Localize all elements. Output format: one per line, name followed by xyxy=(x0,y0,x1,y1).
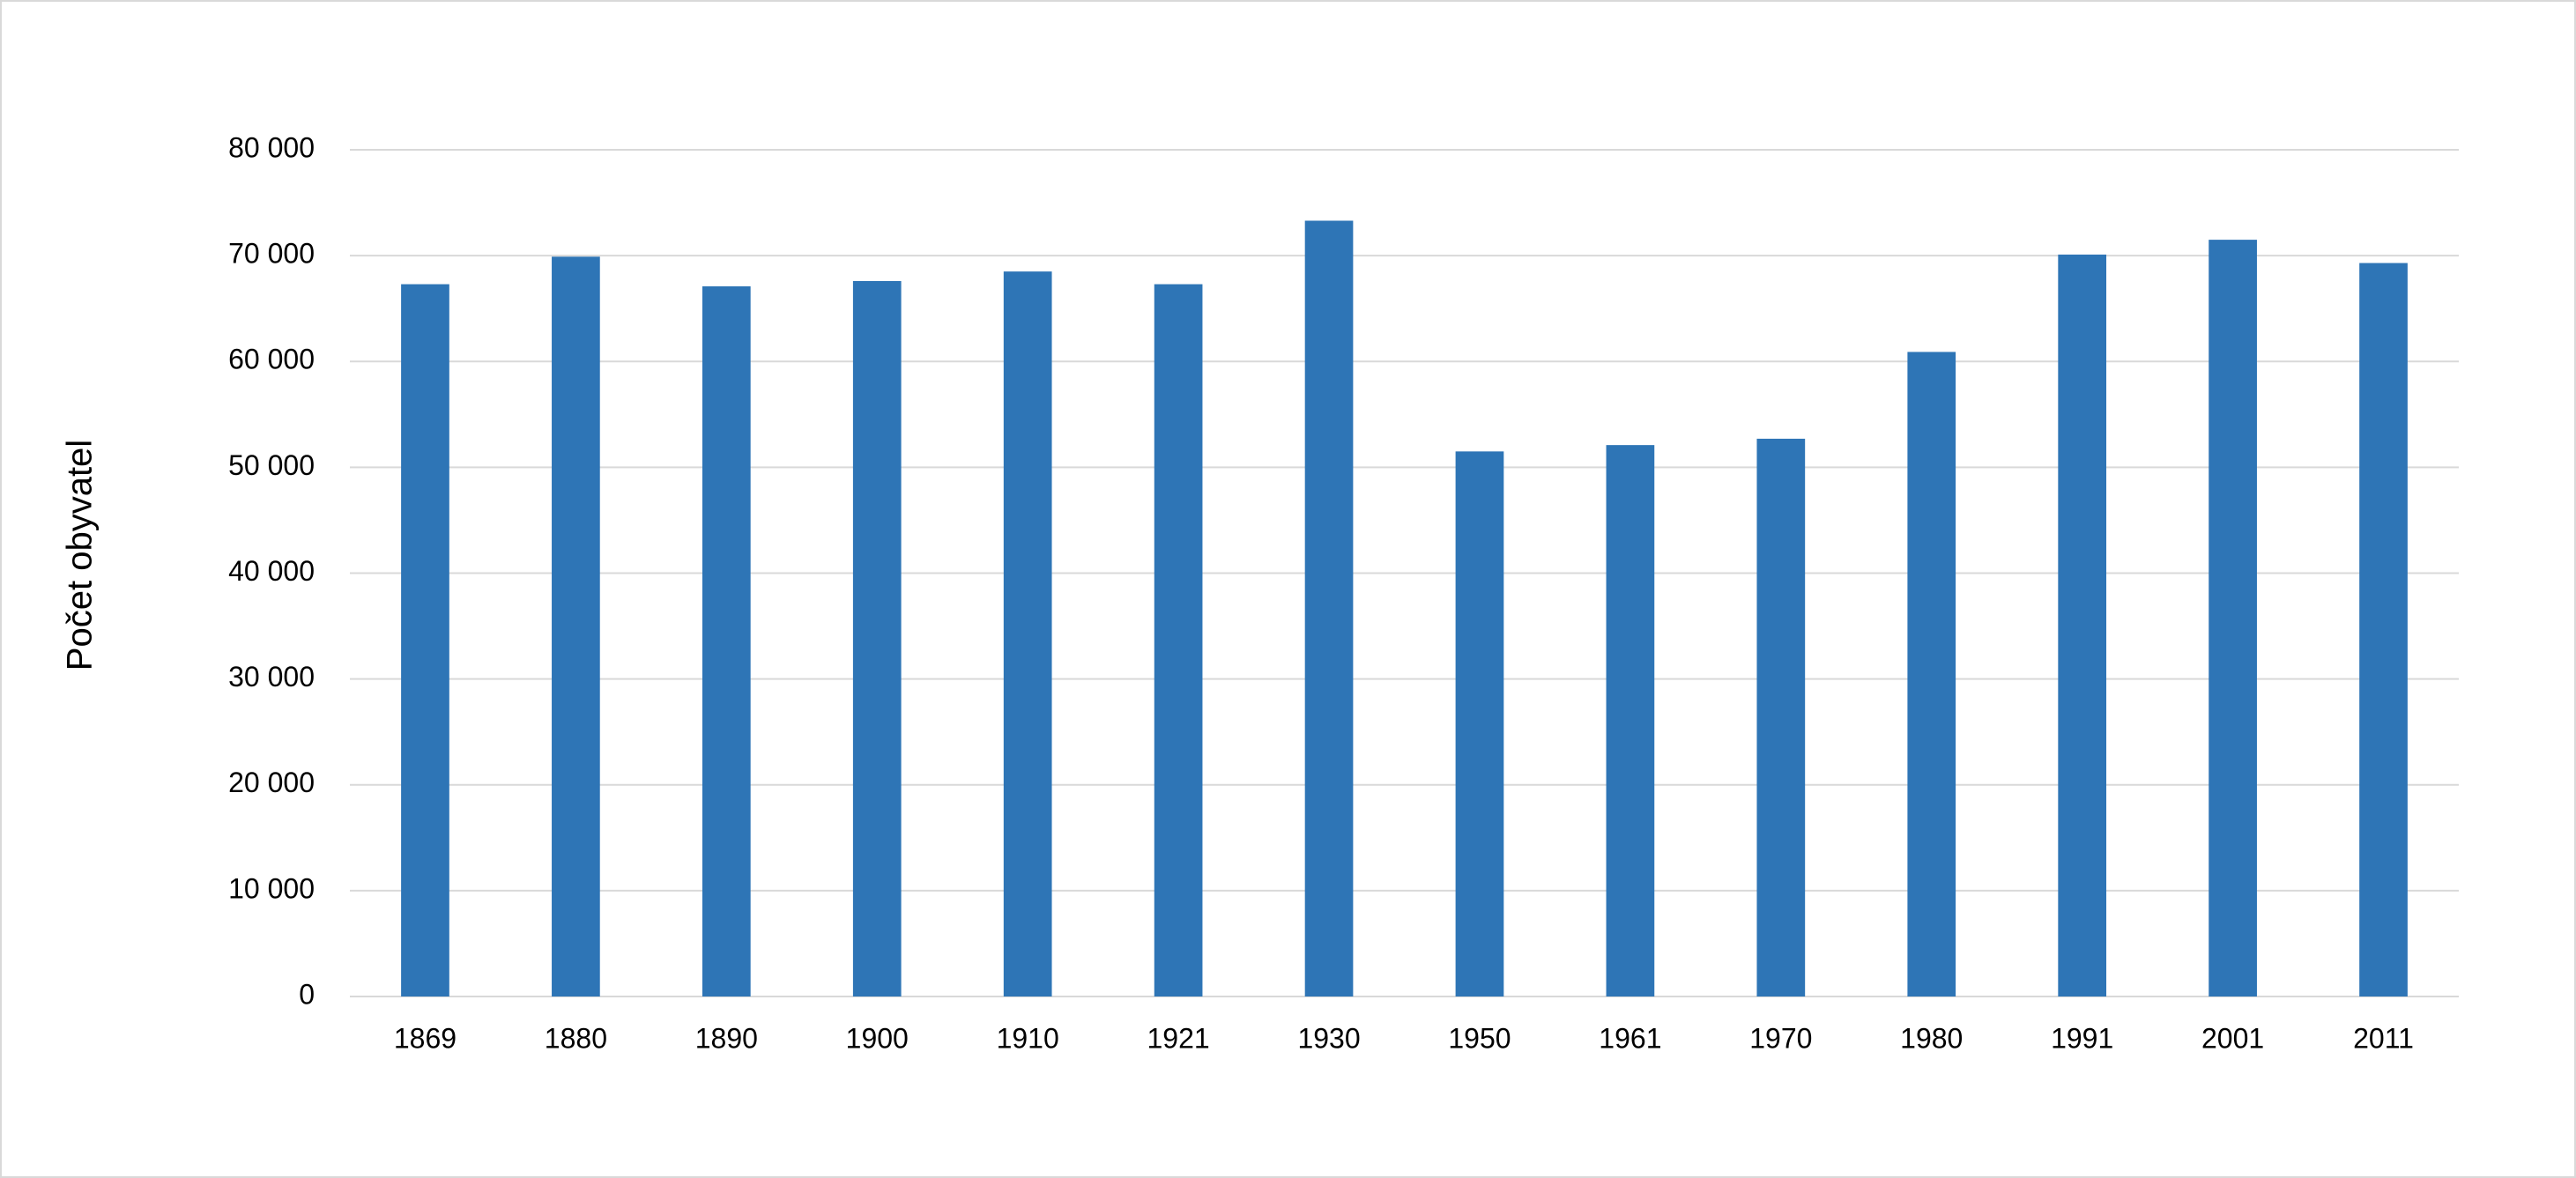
bar xyxy=(702,285,751,996)
y-tick-label: 0 xyxy=(299,978,315,1010)
bar xyxy=(2359,263,2408,996)
x-tick-label: 1980 xyxy=(1900,1022,1963,1054)
x-tick-label: 1900 xyxy=(846,1022,909,1054)
y-tick-label: 20 000 xyxy=(228,767,315,798)
x-tick-label: 1950 xyxy=(1448,1022,1511,1054)
x-tick-label: 1890 xyxy=(695,1022,758,1054)
y-tick-label: 60 000 xyxy=(228,344,315,375)
x-tick-label: 1921 xyxy=(1147,1022,1210,1054)
x-tick-label: 2001 xyxy=(2201,1022,2264,1054)
bar xyxy=(552,256,600,996)
y-axis-title: Počet obyvatel xyxy=(61,440,100,670)
x-tick-label: 1991 xyxy=(2051,1022,2113,1054)
bar xyxy=(401,284,449,997)
bar xyxy=(1907,352,1956,997)
y-tick-label: 10 000 xyxy=(228,872,315,904)
bar xyxy=(2058,254,2107,997)
y-tick-label: 80 000 xyxy=(228,131,315,163)
bar xyxy=(1154,284,1203,997)
bar xyxy=(852,280,902,997)
x-tick-label: 2011 xyxy=(2353,1022,2414,1054)
x-tick-label: 1869 xyxy=(394,1022,457,1054)
bar xyxy=(1455,451,1504,996)
y-tick-label: 50 000 xyxy=(228,449,315,481)
x-tick-label: 1880 xyxy=(545,1022,607,1054)
x-tick-label: 1961 xyxy=(1599,1022,1661,1054)
bar xyxy=(1606,445,1655,996)
x-tick-label: 1970 xyxy=(1749,1022,1812,1054)
bar xyxy=(1304,220,1354,996)
y-tick-label: 40 000 xyxy=(228,555,315,587)
x-tick-label: 1910 xyxy=(997,1022,1059,1054)
y-tick-label: 70 000 xyxy=(228,238,315,270)
x-tick-label: 1930 xyxy=(1297,1022,1360,1054)
y-tick-label: 30 000 xyxy=(228,661,315,693)
bar xyxy=(2209,240,2257,996)
bar xyxy=(1756,438,1806,996)
bar xyxy=(1003,271,1052,996)
